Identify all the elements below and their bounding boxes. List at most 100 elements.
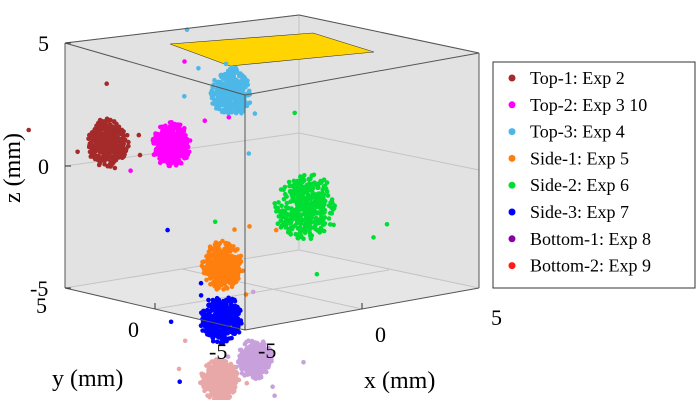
series-4-points [199, 224, 279, 314]
data-point [229, 82, 235, 87]
data-point [260, 339, 266, 345]
data-point [266, 346, 272, 351]
data-point [176, 138, 181, 144]
data-point [214, 98, 219, 104]
points-layer [26, 27, 390, 404]
data-point [276, 200, 281, 205]
data-point [216, 274, 221, 280]
data-point [210, 101, 215, 106]
grid-floor-right [298, 249, 480, 289]
data-point [238, 318, 244, 323]
data-point [120, 154, 126, 159]
data-point [224, 285, 229, 290]
series-7-points [225, 289, 306, 399]
data-point [252, 111, 258, 116]
legend-marker-2 [508, 101, 516, 109]
data-point [229, 267, 234, 272]
data-point [321, 192, 327, 197]
data-point [226, 393, 232, 398]
data-point [304, 227, 310, 232]
data-point [165, 160, 170, 166]
y-tick-label-mid: 0 [128, 317, 139, 342]
data-point [224, 81, 230, 86]
data-point [269, 349, 274, 355]
data-point [288, 232, 294, 237]
data-point [384, 222, 390, 227]
data-point [102, 161, 107, 167]
data-point [249, 361, 254, 367]
data-point [200, 259, 205, 265]
data-point [325, 193, 331, 198]
data-point [279, 203, 284, 209]
data-point [244, 361, 250, 366]
data-point [160, 145, 165, 150]
data-point [178, 129, 183, 134]
data-point [208, 308, 214, 314]
data-point [173, 122, 179, 128]
data-point [240, 88, 245, 93]
data-point [184, 151, 189, 157]
data-point [116, 147, 122, 153]
data-point [281, 196, 287, 202]
data-point [288, 189, 293, 195]
data-point [223, 61, 229, 67]
data-point [289, 218, 294, 224]
data-point [165, 227, 170, 233]
data-point [218, 340, 223, 345]
data-point [217, 372, 223, 377]
data-point [298, 175, 304, 181]
ticks [65, 42, 363, 330]
legend-label-4: Side-1: Exp 5 [530, 148, 629, 168]
data-point [251, 343, 256, 349]
data-point [97, 141, 103, 147]
data-point [315, 201, 321, 207]
data-point [305, 194, 311, 199]
data-point [280, 215, 285, 220]
data-point [216, 80, 222, 85]
legend-label-2: Top-2: Exp 3 10 [530, 95, 647, 115]
data-point [223, 245, 229, 251]
data-point [239, 370, 245, 376]
data-point [227, 70, 233, 75]
data-point [257, 361, 263, 366]
series-2-points [128, 59, 232, 173]
data-point [167, 124, 173, 129]
data-point [371, 235, 376, 240]
series-3-points [182, 27, 258, 156]
data-point [126, 143, 131, 149]
data-point [213, 242, 219, 247]
data-point [284, 200, 290, 206]
data-point [247, 367, 252, 372]
data-point [216, 299, 221, 304]
data-point [238, 71, 243, 76]
data-point [212, 304, 217, 310]
data-point [126, 139, 131, 145]
data-point [310, 190, 315, 195]
data-point [224, 302, 229, 308]
data-point [298, 221, 304, 226]
data-point [202, 388, 207, 394]
data-point [261, 368, 267, 373]
data-point [282, 184, 288, 190]
data-point [164, 129, 169, 135]
data-point [198, 293, 204, 298]
data-point [298, 193, 304, 199]
legend: Top-1: Exp 2 Top-2: Exp 3 10 Top-3: Exp 4 S… [492, 61, 696, 289]
data-point [222, 319, 227, 325]
data-point [232, 298, 238, 304]
data-point [225, 376, 231, 382]
data-point [235, 85, 240, 90]
data-point [109, 138, 114, 144]
data-point [283, 215, 289, 220]
data-point [318, 219, 324, 224]
data-point [99, 157, 104, 163]
data-point [182, 59, 187, 64]
data-point [173, 160, 178, 166]
data-point [97, 117, 103, 123]
data-point [232, 331, 237, 336]
data-point [224, 104, 229, 110]
data-point [301, 360, 306, 365]
data-point [312, 219, 318, 225]
data-point [218, 380, 224, 386]
